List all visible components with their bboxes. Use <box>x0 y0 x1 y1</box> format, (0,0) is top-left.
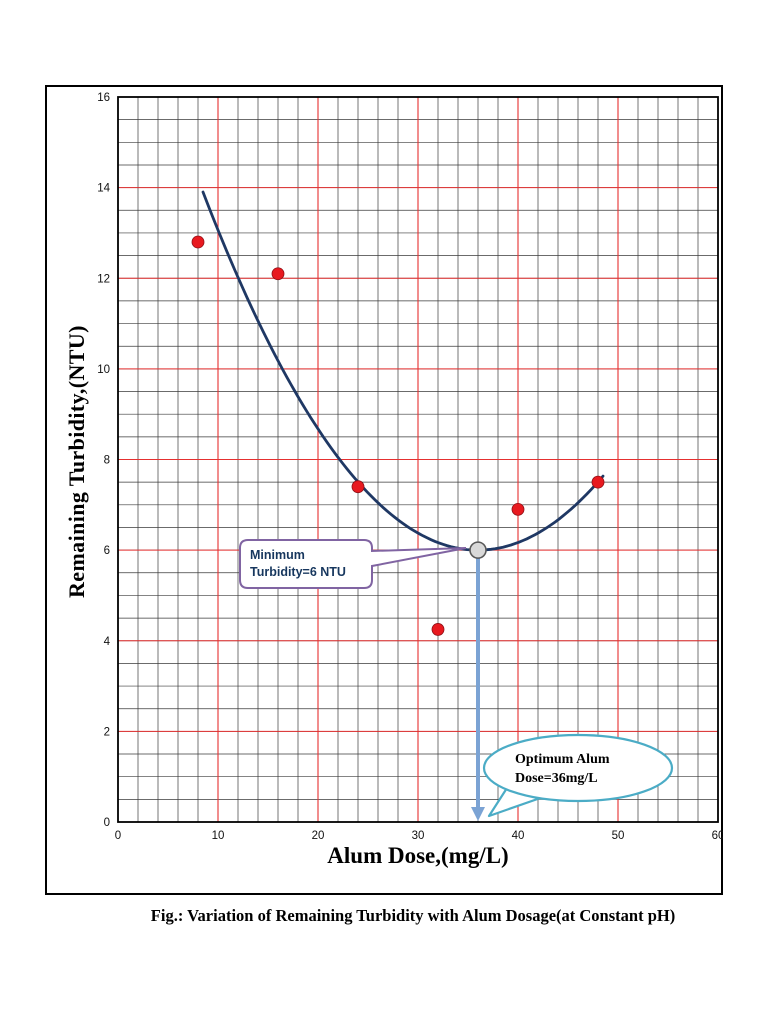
svg-text:4: 4 <box>104 636 111 648</box>
svg-text:14: 14 <box>97 183 110 195</box>
svg-text:16: 16 <box>97 92 110 104</box>
chart-frame: 0 10 20 30 40 50 60 0 2 4 6 8 10 12 14 16 Minimum Turbi… <box>45 85 723 895</box>
svg-text:20: 20 <box>312 830 325 842</box>
fit-curve <box>201 190 605 552</box>
svg-text:0: 0 <box>115 830 121 842</box>
x-axis-title: Alum Dose,(mg/L) <box>327 843 509 868</box>
plot-border <box>117 96 719 823</box>
svg-text:6: 6 <box>104 545 110 557</box>
svg-text:40: 40 <box>512 830 525 842</box>
callout-line-2: Dose=36mg/L <box>515 771 598 786</box>
svg-text:0: 0 <box>104 817 110 829</box>
callout-line-2: Turbidity=6 NTU <box>250 565 346 579</box>
minimum-turbidity-callout: Minimum Turbidity=6 NTU <box>239 539 467 589</box>
svg-text:10: 10 <box>212 830 225 842</box>
axis-tick-labels: 0 10 20 30 40 50 60 0 2 4 6 8 10 12 14 16 <box>97 92 723 842</box>
optimum-dose-callout: Optimum Alum Dose=36mg/L <box>482 733 674 818</box>
svg-text:8: 8 <box>104 455 110 467</box>
grid-major <box>118 97 718 822</box>
optimum-point-marker <box>469 541 487 559</box>
optimum-drop-arrow <box>471 550 485 821</box>
svg-text:2: 2 <box>104 726 110 738</box>
callout-ellipse <box>482 733 674 803</box>
callout-bubble <box>239 539 467 589</box>
y-axis-title: Remaining Turbidity,(NTU) <box>64 325 89 599</box>
figure-caption: Fig.: Variation of Remaining Turbidity w… <box>150 906 676 925</box>
svg-text:10: 10 <box>97 364 110 376</box>
callout-line-1: Optimum Alum <box>515 752 610 767</box>
svg-text:30: 30 <box>412 830 425 842</box>
callout-line-1: Minimum <box>250 548 305 562</box>
data-points <box>191 235 605 636</box>
svg-text:50: 50 <box>612 830 625 842</box>
turbidity-chart: 0 10 20 30 40 50 60 0 2 4 6 8 10 12 14 16 Minimum Turbi… <box>97 92 723 842</box>
svg-text:12: 12 <box>97 273 110 285</box>
svg-text:60: 60 <box>712 830 723 842</box>
